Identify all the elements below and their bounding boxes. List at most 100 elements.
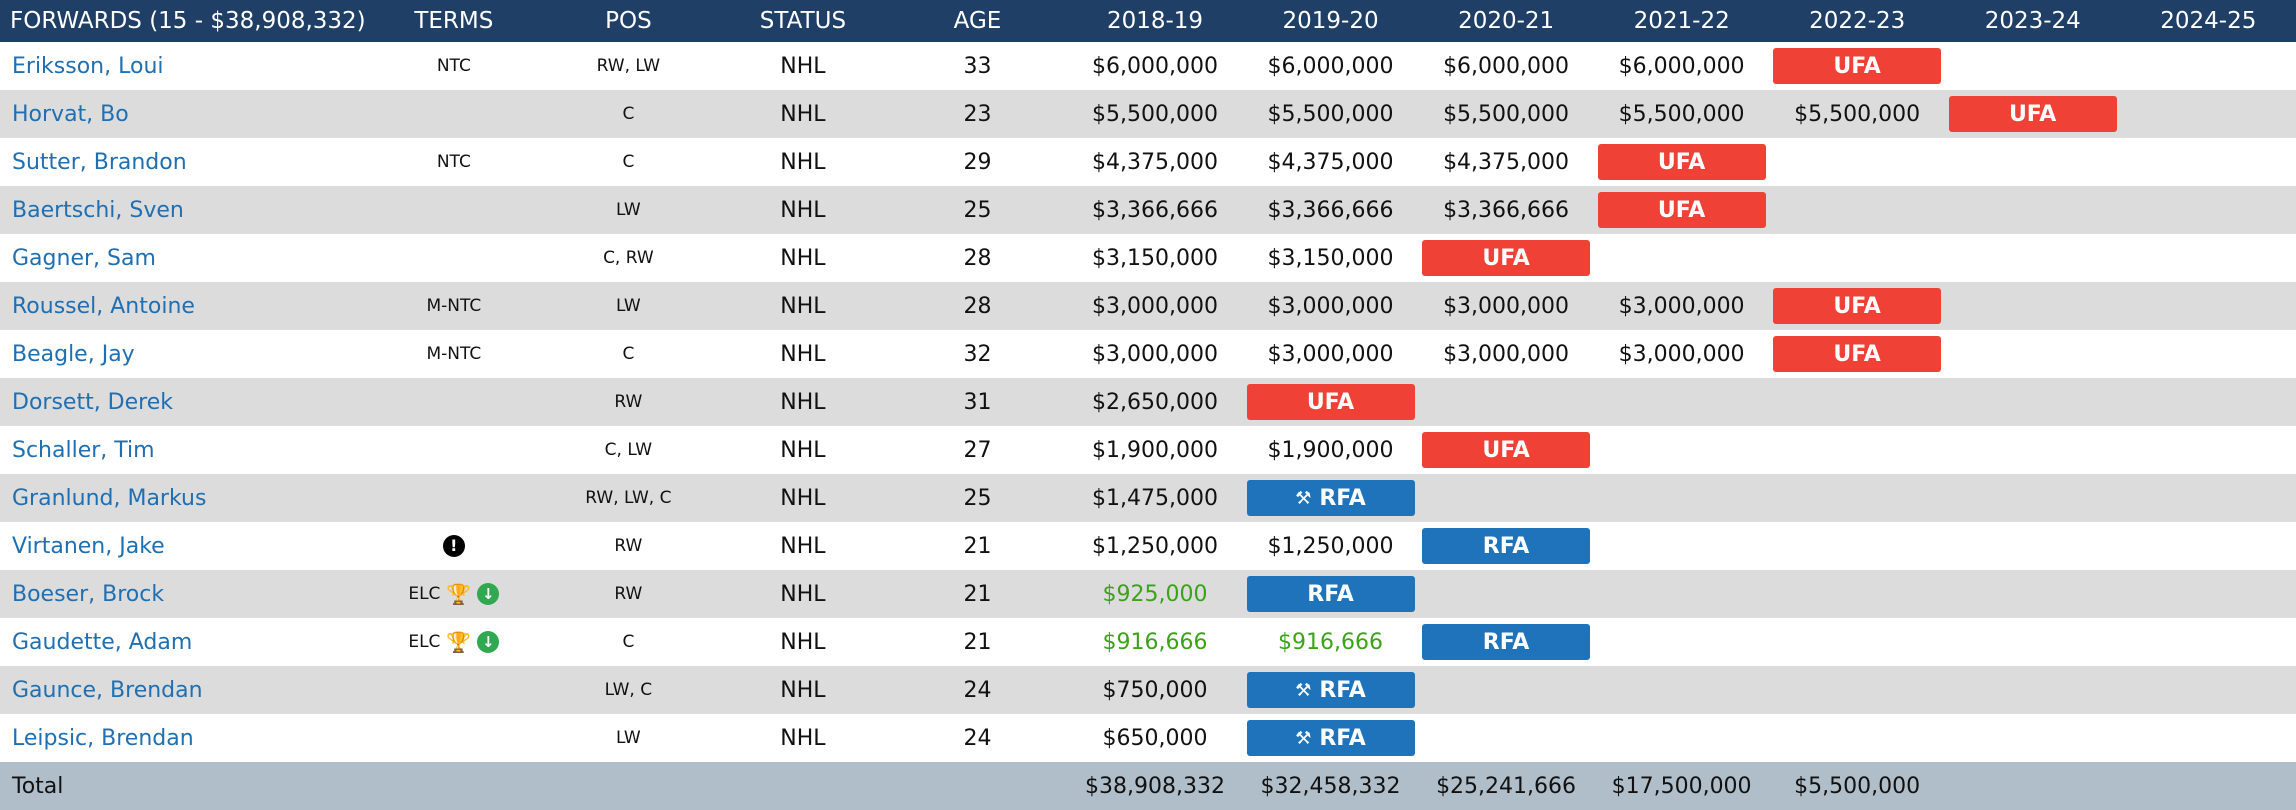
- player-name-link[interactable]: Baertschi, Sven: [12, 197, 184, 223]
- salary-cell: $4,375,000: [1092, 149, 1218, 175]
- salary-cell: [1418, 666, 1594, 714]
- player-name-link[interactable]: Horvat, Bo: [12, 101, 129, 127]
- header-terms[interactable]: TERMS: [414, 8, 494, 34]
- position-cell: C: [622, 104, 635, 124]
- ufa-badge[interactable]: UFA: [1246, 384, 1415, 420]
- total-row: Total $38,908,332 $32,458,332 $25,241,66…: [0, 762, 2296, 810]
- header-group[interactable]: FORWARDS (15 - $38,908,332): [10, 8, 366, 34]
- salary-cell: [2120, 666, 2296, 714]
- player-name-link[interactable]: Eriksson, Loui: [12, 53, 164, 79]
- player-name-link[interactable]: Roussel, Antoine: [12, 293, 195, 319]
- salary-cell: [1945, 474, 2121, 522]
- arrow-down-icon[interactable]: ↓: [477, 631, 500, 653]
- arrow-down-icon[interactable]: ↓: [477, 583, 500, 605]
- status-cell: NHL: [780, 149, 826, 175]
- player-name-link[interactable]: Gagner, Sam: [12, 245, 156, 271]
- salary-cell: $3,150,000: [1267, 245, 1394, 271]
- header-year[interactable]: 2021-22: [1633, 8, 1730, 34]
- player-name-link[interactable]: Granlund, Markus: [12, 485, 207, 511]
- ufa-badge[interactable]: UFA: [1422, 432, 1591, 468]
- salary-cell: [1769, 666, 1945, 714]
- table-row: Boeser, Brock ELC 🏆 ↓ RW NHL 21 $925,000 RFA: [0, 570, 2296, 618]
- header-pos[interactable]: POS: [605, 8, 652, 34]
- terms-label: ELC: [408, 632, 441, 652]
- age-cell: 32: [963, 341, 992, 367]
- rfa-badge[interactable]: RFA: [1246, 576, 1415, 612]
- ufa-badge[interactable]: UFA: [1597, 144, 1766, 180]
- ufa-badge[interactable]: UFA: [1773, 288, 1942, 324]
- badge-label: UFA: [1833, 53, 1881, 79]
- player-name-link[interactable]: Beagle, Jay: [12, 341, 135, 367]
- player-name-link[interactable]: Gaunce, Brendan: [12, 677, 203, 703]
- header-status[interactable]: STATUS: [759, 8, 847, 34]
- rfa-badge[interactable]: ⚒ RFA: [1246, 672, 1415, 708]
- salary-cell: [1945, 714, 2121, 762]
- salary-cell: [2120, 282, 2296, 330]
- status-cell: NHL: [780, 677, 826, 703]
- rfa-badge[interactable]: ⚒ RFA: [1246, 720, 1415, 756]
- alert-icon[interactable]: !: [442, 535, 465, 557]
- player-name-link[interactable]: Dorsett, Derek: [12, 389, 173, 415]
- salary-cell: [1769, 378, 1945, 426]
- age-cell: 24: [963, 725, 992, 751]
- salary-cell: [1418, 378, 1594, 426]
- age-cell: 24: [963, 677, 992, 703]
- salary-cell: $916,666: [1278, 629, 1383, 655]
- total-value: $17,500,000: [1611, 773, 1752, 799]
- ufa-badge[interactable]: UFA: [1773, 336, 1942, 372]
- position-cell: RW, LW, C: [585, 488, 672, 508]
- ufa-badge[interactable]: UFA: [1597, 192, 1766, 228]
- player-name-link[interactable]: Leipsic, Brendan: [12, 725, 194, 751]
- salary-cell: [1769, 234, 1945, 282]
- header-age[interactable]: AGE: [953, 8, 1002, 34]
- salary-cell: [1945, 138, 2121, 186]
- player-name-link[interactable]: Schaller, Tim: [12, 437, 155, 463]
- header-year[interactable]: 2020-21: [1458, 8, 1555, 34]
- salary-cell: $925,000: [1102, 581, 1208, 607]
- rfa-badge[interactable]: RFA: [1422, 624, 1591, 660]
- position-cell: C: [622, 632, 635, 652]
- badge-label: RFA: [1307, 581, 1354, 607]
- header-year[interactable]: 2018-19: [1106, 8, 1204, 34]
- total-value: [1945, 762, 2121, 810]
- status-cell: NHL: [780, 485, 826, 511]
- contract-status-cell: ⚒ RFA: [1243, 666, 1419, 714]
- player-name-link[interactable]: Virtanen, Jake: [12, 533, 165, 559]
- position-cell: C, LW: [604, 440, 653, 460]
- total-value: $38,908,332: [1085, 773, 1225, 799]
- salary-cell: [1594, 234, 1770, 282]
- salary-cell: $5,500,000: [1267, 101, 1394, 127]
- table-row: Virtanen, Jake! RW NHL 21 $1,250,000 $1,250,0…: [0, 522, 2296, 570]
- rfa-badge[interactable]: RFA: [1422, 528, 1591, 564]
- badge-label: UFA: [1482, 437, 1530, 463]
- table-row: Eriksson, Loui NTC RW, LW NHL 33 $6,000,000 $6…: [0, 42, 2296, 90]
- header-year[interactable]: 2023-24: [1984, 8, 2081, 34]
- position-cell: RW, LW: [596, 56, 661, 76]
- trophy-icon[interactable]: 🏆: [446, 630, 472, 654]
- rfa-badge[interactable]: ⚒ RFA: [1246, 480, 1415, 516]
- contract-status-cell: ⚒ RFA: [1243, 714, 1419, 762]
- salary-cell: $6,000,000: [1443, 53, 1570, 79]
- salary-cell: $3,150,000: [1092, 245, 1218, 271]
- player-name-link[interactable]: Boeser, Brock: [12, 581, 165, 607]
- header-year[interactable]: 2024-25: [2160, 8, 2257, 34]
- ufa-badge[interactable]: UFA: [1422, 240, 1591, 276]
- trophy-icon[interactable]: 🏆: [446, 582, 472, 606]
- contract-status-cell: ⚒ RFA: [1243, 474, 1419, 522]
- salary-cell: $3,000,000: [1443, 341, 1570, 367]
- age-cell: 21: [963, 533, 992, 559]
- terms-cell: NTC: [436, 152, 471, 172]
- header-year[interactable]: 2022-23: [1809, 8, 1906, 34]
- ufa-badge[interactable]: UFA: [1773, 48, 1942, 84]
- contract-status-cell: UFA: [1594, 138, 1770, 186]
- salary-cell: $1,250,000: [1267, 533, 1394, 559]
- ufa-badge[interactable]: UFA: [1948, 96, 2117, 132]
- total-value: $25,241,666: [1436, 773, 1577, 799]
- header-year[interactable]: 2019-20: [1282, 8, 1379, 34]
- player-name-link[interactable]: Gaudette, Adam: [12, 629, 193, 655]
- terms-cell: !: [369, 535, 539, 557]
- player-name-link[interactable]: Sutter, Brandon: [12, 149, 187, 175]
- table-row: Leipsic, Brendan LW NHL 24 $650,000 ⚒ RFA: [0, 714, 2296, 762]
- position-cell: LW, C: [604, 680, 653, 700]
